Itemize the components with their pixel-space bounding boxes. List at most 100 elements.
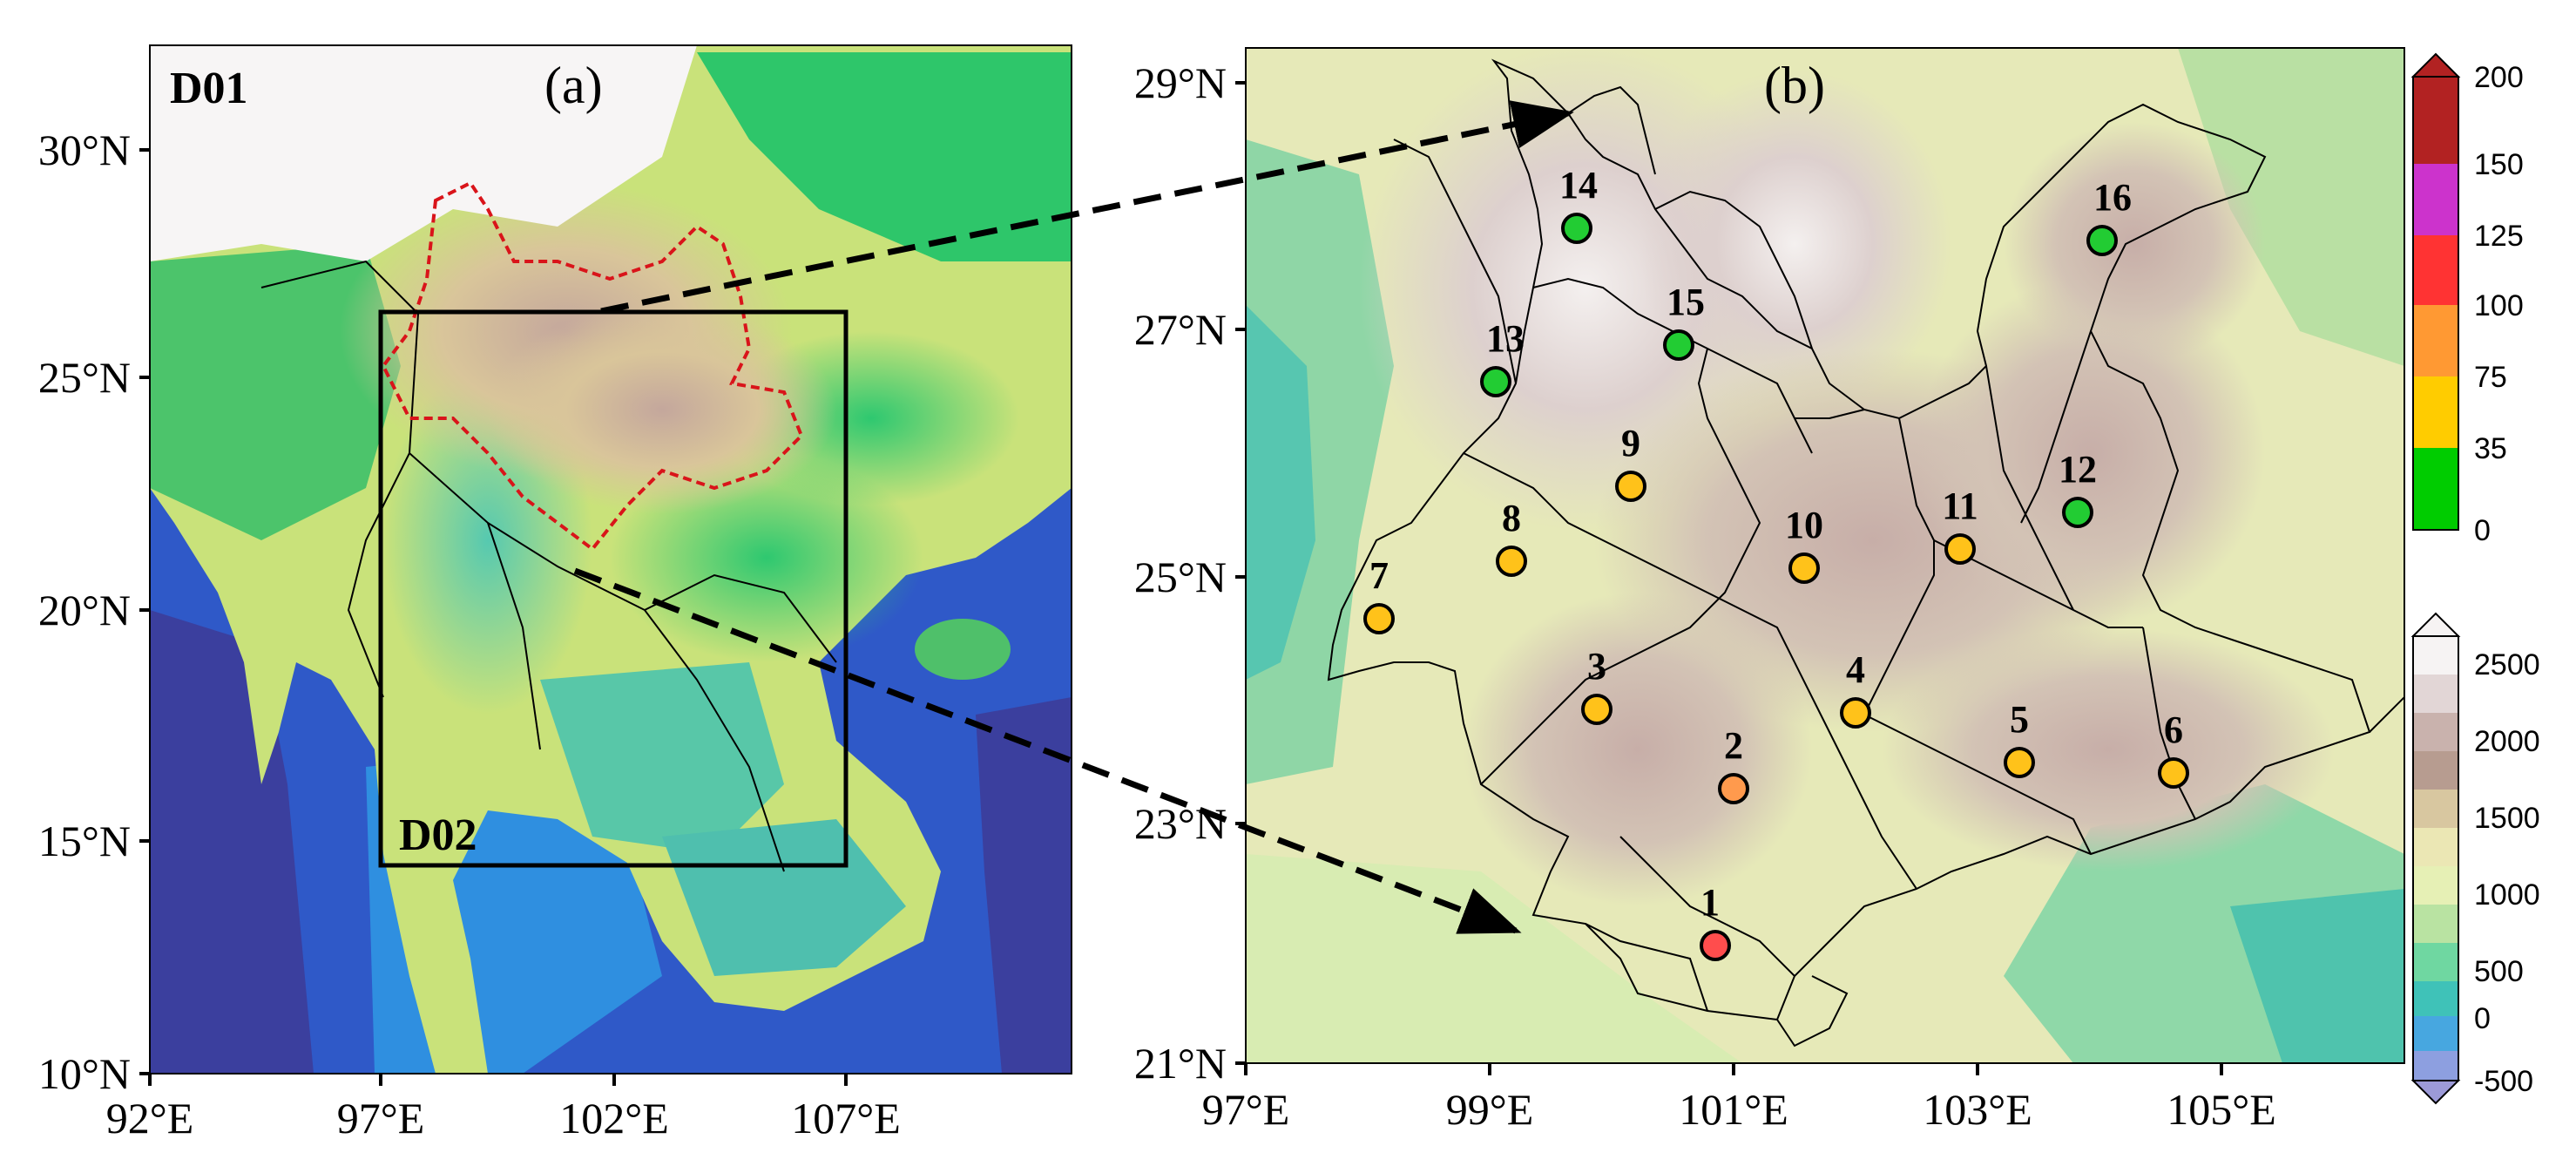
deep-sea-east [976,697,1072,1074]
highland-e [1917,279,2265,627]
zoom-arrows [573,100,1574,934]
d01-label: D01 [170,64,248,113]
station-marker [2086,225,2118,256]
precip-band [2413,164,2458,235]
station-marker [1718,773,1749,804]
elev-band [2413,943,2458,981]
elev-band [2413,751,2458,790]
precip-tick-label: 150 [2474,148,2524,181]
station-label: 14 [1559,164,1598,207]
plateau-white [150,45,697,261]
panel-b-lat-axis: 29°N 27°N 25°N 23°N 21°N [1134,58,1246,1088]
station-label: 4 [1846,648,1865,691]
panel-b-frame [1245,47,2405,1064]
lat-label-a: 25°N [38,353,131,402]
highland-2 [488,305,836,514]
elev-band [2413,828,2458,866]
elev-tick-label: 1000 [2474,878,2540,912]
lon-label-a: 107°E [791,1094,901,1142]
stations-layer: 1 2 3 4 5 6 7 8 9 10 11 12 13 1 [1363,164,2189,961]
lon-label-b: 103°E [1923,1085,2032,1134]
station-label: 15 [1667,281,1705,323]
station-label: 13 [1486,317,1525,360]
lat-label-a: 10°N [38,1049,131,1098]
lat-label-b: 23°N [1134,799,1227,848]
station-label: 5 [2010,698,2029,741]
lowland-green-2 [697,52,1072,261]
station-marker [2004,747,2035,778]
lowland-green-1 [150,244,401,540]
se-lowland-teal [2230,889,2404,1063]
precip-colorbar: 200 150 125 100 75 35 0 [2410,52,2524,547]
station-label: 12 [2059,448,2097,491]
elevation-colorbar-frame [2412,635,2459,1081]
elev-tick-label: 500 [2474,955,2524,988]
elev-band [2413,790,2458,828]
precip-tick-label: 125 [2474,220,2524,253]
lat-label-b: 25°N [1134,552,1227,601]
station-label: 10 [1785,504,1823,546]
station-marker [1944,533,1976,565]
panel-b-lon-axis: 97°E 99°E 101°E 103°E 105°E [1202,1063,2276,1134]
precip-band [2413,235,2458,305]
panel-a-frame [149,44,1072,1074]
lat-label-b: 21°N [1134,1039,1227,1088]
elev-band [2413,1016,2458,1051]
elev-band [2413,636,2458,675]
panel-a-lon-axis: 92°E 97°E 102°E 107°E [106,1074,901,1142]
station-label: 8 [1502,497,1521,539]
lowland-teal-1 [540,662,784,854]
station-label: 2 [1724,724,1743,767]
station-label: 9 [1621,422,1640,464]
station-marker [1363,603,1395,634]
precip-band [2413,448,2458,530]
elev-band [2413,1051,2458,1081]
precip-band [2413,305,2458,376]
lon-label-b: 97°E [1202,1085,1290,1134]
elev-tick-label: -500 [2474,1065,2533,1098]
elevation-colorbar-top-cap [2410,612,2461,637]
precip-tick-label: 100 [2474,289,2524,322]
lon-label-b: 101°E [1679,1085,1788,1134]
panel-b-map: (b) 29°N 27°N 25°N 23°N 21°N 97°E 99°E 1… [1134,47,2405,1134]
precip-tick-label: 75 [2474,361,2507,394]
station-marker [1700,930,1731,961]
lat-label-a: 15°N [38,817,131,865]
south-lowland [1246,854,1742,1063]
elev-tick-label: 2500 [2474,648,2540,681]
zoom-arrow-bottom [573,567,1522,934]
station-marker [1496,546,1527,577]
elev-tick-label: 0 [2474,1002,2491,1035]
station-marker [1840,697,1871,729]
lon-label-a: 92°E [106,1094,194,1142]
panel-a-label: (a) [544,57,603,114]
station-marker [1615,471,1646,502]
elev-tick-label: 1500 [2474,802,2540,835]
lat-label-b: 29°N [1134,58,1227,107]
precip-band [2413,376,2458,448]
hainan-island [915,619,1011,680]
panel-b-label: (b) [1764,57,1825,114]
lon-label-b: 99°E [1446,1085,1534,1134]
elevation-colorbar-bottom-cap [2410,1080,2461,1105]
panel-a-map: D01 D02 (a) 30°N 25°N 20°N 15°N 10°N 92°… [38,44,1072,1142]
country-borders-a [260,260,837,872]
ne-lowland [2178,48,2404,366]
lat-label-b: 27°N [1134,305,1227,354]
elevation-colorbar: 2500 2000 1500 1000 500 0 -500 [2410,612,2540,1105]
station-label: 3 [1587,645,1606,688]
station-label: 6 [2164,708,2183,751]
highland-ne [2004,122,2265,366]
highland-n [1638,70,1951,418]
yunnan-boundary-a [381,180,804,552]
station-label: 16 [2093,176,2132,219]
lon-label-a: 97°E [337,1094,425,1142]
lat-label-a: 30°N [38,125,131,174]
elev-band [2413,981,2458,1016]
station-marker [1788,552,1820,584]
precip-tick-label: 35 [2474,432,2507,465]
lon-label-a: 102°E [559,1094,669,1142]
station-label: 1 [1700,881,1720,924]
elev-band [2413,675,2458,713]
